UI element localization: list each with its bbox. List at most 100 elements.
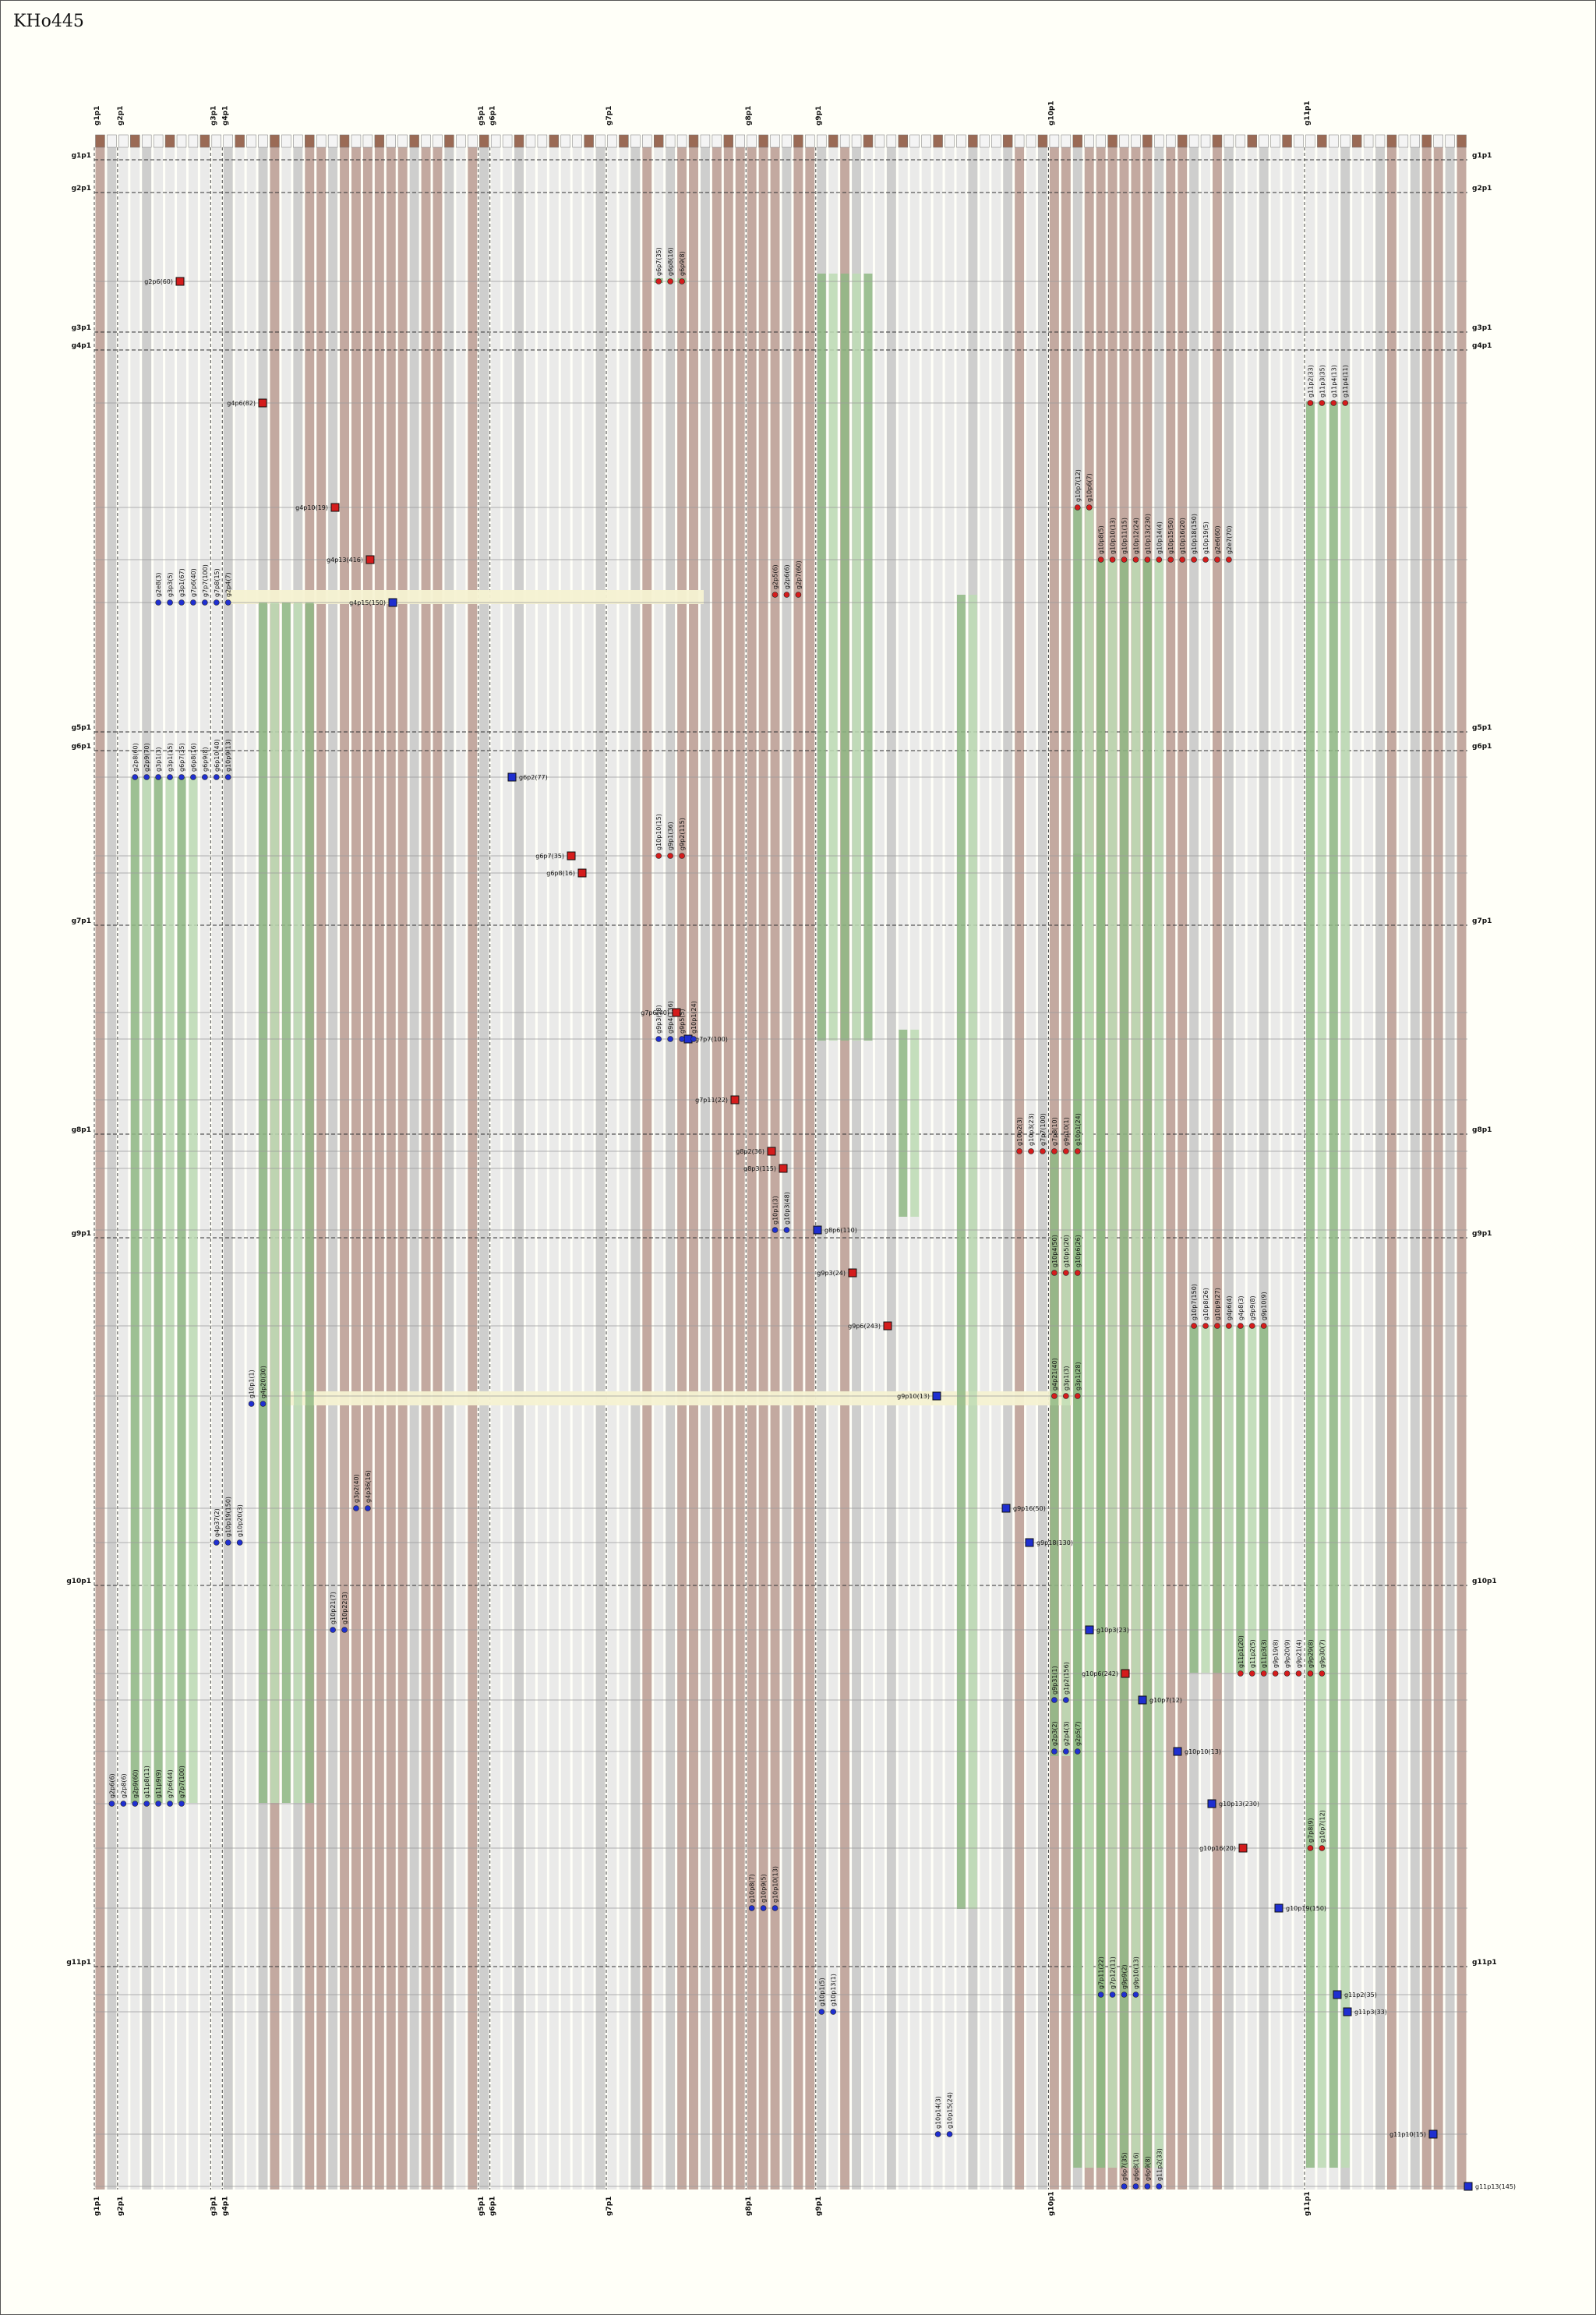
match-node[interactable] (679, 278, 685, 285)
match-node[interactable] (667, 278, 673, 285)
match-node[interactable] (1051, 1148, 1058, 1154)
match-node[interactable] (1156, 2183, 1163, 2190)
terminal-node-marker[interactable] (1207, 1799, 1216, 1808)
match-node[interactable] (655, 278, 662, 285)
match-node[interactable] (213, 599, 220, 606)
match-node[interactable] (667, 853, 673, 859)
match-node[interactable] (655, 853, 662, 859)
match-node[interactable] (132, 1801, 139, 1807)
match-node[interactable] (1214, 557, 1220, 563)
match-node[interactable] (679, 853, 685, 859)
match-node[interactable] (1051, 1748, 1058, 1755)
match-node[interactable] (946, 2131, 953, 2137)
match-node[interactable] (667, 1036, 673, 1042)
match-node[interactable] (155, 599, 161, 606)
terminal-node-marker[interactable] (1428, 2129, 1438, 2139)
match-node[interactable] (1121, 557, 1128, 563)
match-node[interactable] (167, 599, 173, 606)
match-node[interactable] (1121, 2183, 1128, 2190)
match-node[interactable] (655, 1036, 662, 1042)
match-node[interactable] (1319, 400, 1326, 406)
match-node[interactable] (202, 774, 208, 780)
match-node[interactable] (1063, 1697, 1069, 1703)
match-node[interactable] (167, 774, 173, 780)
match-node[interactable] (1284, 1670, 1291, 1677)
terminal-node-marker[interactable] (330, 503, 340, 512)
match-node[interactable] (1051, 1393, 1058, 1399)
terminal-node-marker[interactable] (388, 598, 397, 607)
match-node[interactable] (1260, 1323, 1267, 1329)
match-node[interactable] (155, 1801, 161, 1807)
match-node[interactable] (353, 1505, 359, 1511)
match-node[interactable] (1342, 400, 1349, 406)
terminal-node-marker[interactable] (932, 1391, 941, 1401)
match-node[interactable] (155, 774, 161, 780)
terminal-node-marker[interactable] (577, 868, 587, 878)
match-node[interactable] (1226, 557, 1232, 563)
match-node[interactable] (1191, 1323, 1197, 1329)
terminal-node-marker[interactable] (672, 1008, 681, 1017)
match-node[interactable] (1330, 400, 1337, 406)
match-node[interactable] (1167, 557, 1174, 563)
terminal-node-marker[interactable] (1333, 1990, 1342, 1999)
match-node[interactable] (1319, 1845, 1326, 1851)
terminal-node-marker[interactable] (1138, 1695, 1147, 1705)
match-node[interactable] (1132, 2183, 1139, 2190)
match-node[interactable] (260, 1401, 267, 1407)
match-node[interactable] (1074, 1270, 1081, 1276)
match-node[interactable] (1144, 557, 1151, 563)
match-node[interactable] (1307, 1845, 1314, 1851)
match-node[interactable] (1121, 1992, 1128, 1998)
match-node[interactable] (178, 1801, 185, 1807)
match-node[interactable] (143, 774, 150, 780)
match-node[interactable] (1238, 1670, 1244, 1677)
match-node[interactable] (1097, 557, 1104, 563)
terminal-node-marker[interactable] (1343, 2007, 1352, 2016)
match-node[interactable] (1040, 1148, 1046, 1154)
match-node[interactable] (213, 1539, 220, 1546)
match-node[interactable] (1063, 1270, 1069, 1276)
match-node[interactable] (772, 592, 779, 598)
terminal-node-marker[interactable] (365, 555, 375, 564)
match-node[interactable] (1226, 1323, 1232, 1329)
match-node[interactable] (365, 1505, 371, 1511)
match-node[interactable] (132, 774, 139, 780)
match-node[interactable] (818, 2009, 825, 2015)
match-node[interactable] (143, 1801, 150, 1807)
match-node[interactable] (1074, 504, 1081, 511)
match-node[interactable] (830, 2009, 836, 2015)
match-node[interactable] (1074, 1393, 1081, 1399)
match-node[interactable] (341, 1627, 348, 1633)
terminal-node-marker[interactable] (1464, 2182, 1473, 2191)
match-node[interactable] (248, 1401, 255, 1407)
match-node[interactable] (224, 774, 231, 780)
terminal-node-marker[interactable] (1173, 1747, 1182, 1756)
match-node[interactable] (190, 774, 196, 780)
match-node[interactable] (1086, 504, 1093, 511)
match-node[interactable] (1307, 1670, 1314, 1677)
match-node[interactable] (1272, 1670, 1279, 1677)
match-node[interactable] (795, 592, 802, 598)
match-node[interactable] (1063, 1148, 1069, 1154)
terminal-node-marker[interactable] (883, 1321, 892, 1331)
terminal-node-marker[interactable] (730, 1095, 740, 1104)
terminal-node-marker[interactable] (507, 772, 517, 782)
match-node[interactable] (1307, 400, 1314, 406)
match-node[interactable] (690, 1036, 697, 1042)
match-node[interactable] (1063, 1393, 1069, 1399)
match-node[interactable] (1016, 1148, 1022, 1154)
match-node[interactable] (120, 1801, 127, 1807)
match-node[interactable] (783, 1227, 790, 1233)
terminal-node-marker[interactable] (848, 1268, 857, 1278)
match-node[interactable] (213, 774, 220, 780)
match-node[interactable] (1191, 557, 1197, 563)
match-node[interactable] (236, 1539, 243, 1546)
match-node[interactable] (1109, 557, 1116, 563)
match-node[interactable] (202, 599, 208, 606)
match-node[interactable] (178, 774, 185, 780)
match-node[interactable] (224, 599, 231, 606)
match-node[interactable] (772, 1905, 779, 1911)
terminal-node-marker[interactable] (767, 1147, 776, 1156)
match-node[interactable] (760, 1905, 767, 1911)
match-node[interactable] (1051, 1697, 1058, 1703)
